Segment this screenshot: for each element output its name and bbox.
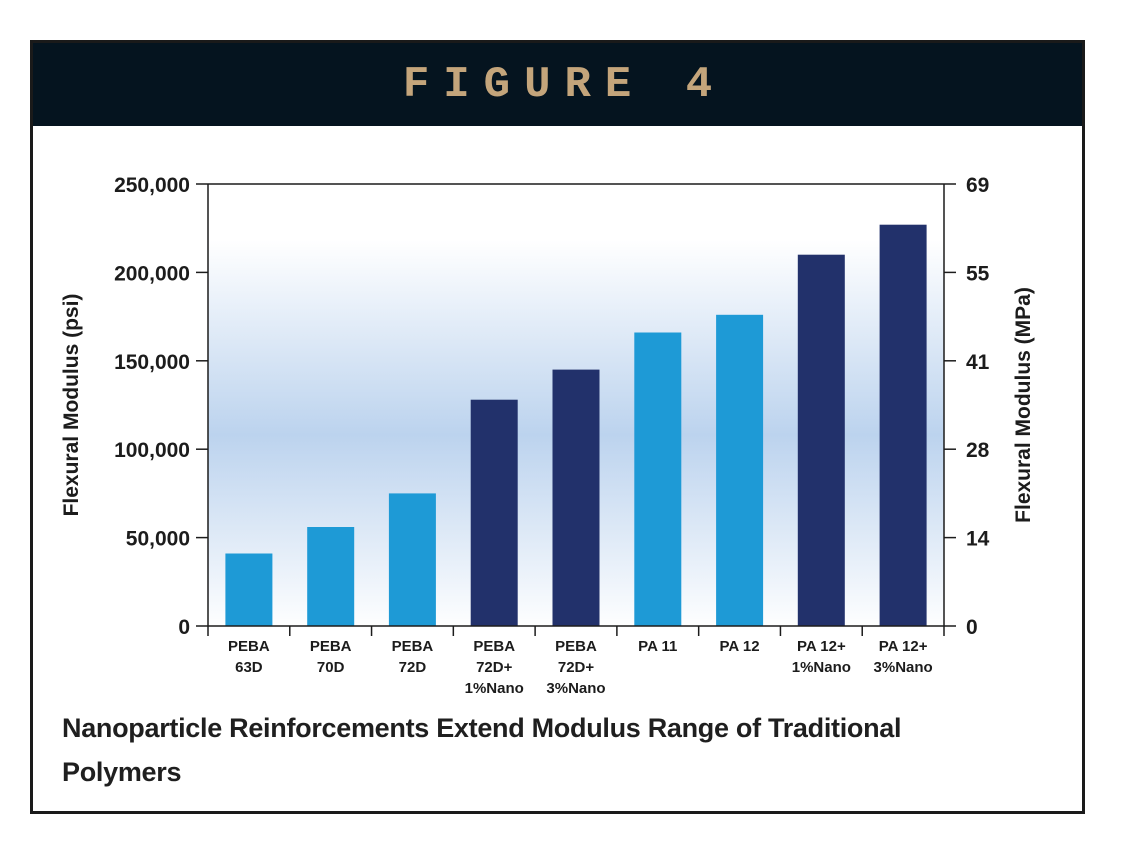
x-tick-label-8: PA 12+ 3%Nano bbox=[874, 638, 933, 676]
bar-5 bbox=[634, 332, 682, 626]
figure-title: FIGURE 4 bbox=[402, 59, 727, 110]
x-tick-label-5: PA 11 bbox=[638, 638, 677, 655]
x-tick-label-0: PEBA 63D bbox=[228, 638, 270, 676]
bar-4 bbox=[552, 369, 600, 626]
y-tick-label-right: 69 bbox=[966, 174, 989, 197]
y-tick-label-left: 0 bbox=[178, 616, 190, 639]
x-tick-label-2: PEBA 72D bbox=[392, 638, 434, 676]
bar-3 bbox=[470, 399, 518, 626]
bar-7 bbox=[797, 254, 845, 626]
y-tick-label-left: 200,000 bbox=[114, 262, 190, 285]
x-tick-label-6: PA 12 bbox=[720, 638, 760, 655]
y-tick-label-left: 250,000 bbox=[114, 174, 190, 197]
y-tick-label-right: 41 bbox=[966, 351, 990, 374]
y-tick-label-right: 28 bbox=[966, 439, 990, 462]
x-tick-label-7: PA 12+ 1%Nano bbox=[792, 638, 851, 676]
bar-0 bbox=[225, 553, 273, 626]
figure-caption: Nanoparticle Reinforcements Extend Modul… bbox=[62, 713, 902, 787]
bar-1 bbox=[307, 527, 355, 626]
bar-2 bbox=[388, 493, 436, 626]
figure-header: FIGURE 4 bbox=[33, 43, 1082, 126]
x-tick-label-4: PEBA 72D+ 3%Nano bbox=[546, 638, 605, 697]
y-tick-label-right: 0 bbox=[966, 616, 978, 639]
x-tick-label-3: PEBA 72D+ 1%Nano bbox=[465, 638, 524, 697]
y-axis-title-right: Flexural Modulus (MPa) bbox=[1012, 287, 1035, 523]
bar-8 bbox=[879, 224, 927, 626]
y-tick-label-left: 50,000 bbox=[126, 528, 190, 551]
y-axis-title-left: Flexural Modulus (psi) bbox=[60, 294, 83, 517]
y-tick-label-right: 55 bbox=[966, 262, 990, 285]
bar-6 bbox=[716, 314, 764, 626]
y-tick-label-left: 100,000 bbox=[114, 439, 190, 462]
y-tick-label-left: 150,000 bbox=[114, 351, 190, 374]
y-tick-label-right: 14 bbox=[966, 528, 990, 551]
x-tick-label-1: PEBA 70D bbox=[310, 638, 352, 676]
